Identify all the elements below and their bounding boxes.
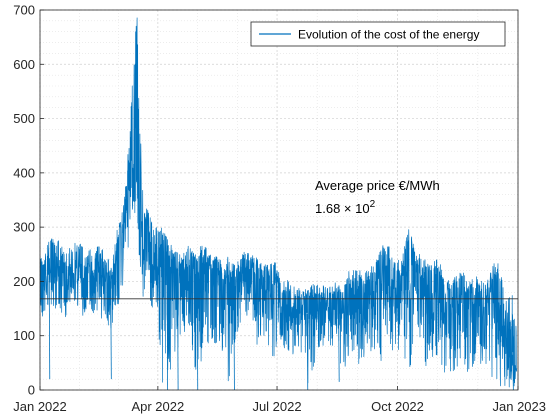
price-dip-mark bbox=[512, 354, 514, 390]
price-dip-mark bbox=[177, 278, 179, 390]
y-tick-label: 0 bbox=[28, 383, 35, 398]
x-tick-label: Jan 2022 bbox=[13, 399, 67, 414]
y-tick-label: 100 bbox=[13, 328, 35, 343]
x-tick-label: Jul 2022 bbox=[252, 399, 301, 414]
price-dip-mark bbox=[233, 281, 235, 390]
y-tick-label: 400 bbox=[13, 165, 35, 180]
y-tick-label: 500 bbox=[13, 111, 35, 126]
y-tick-label: 700 bbox=[13, 3, 35, 18]
y-tick-label: 600 bbox=[13, 57, 35, 72]
average-price-annotation: Average price €/MWh 1.68 × 102 bbox=[315, 178, 440, 216]
y-tick-label: 300 bbox=[13, 220, 35, 235]
average-price-value: 1.68 × 102 bbox=[315, 199, 376, 216]
average-price-exponent: 2 bbox=[370, 199, 376, 210]
legend-box bbox=[250, 21, 506, 47]
series-layer bbox=[40, 17, 518, 390]
tick-layer: 0 100 200 300 400 500 600 700 Jan 2022 Apr 2022 Ju… bbox=[13, 3, 546, 415]
legend-series-label: Evolution of the cost of the energy bbox=[298, 28, 479, 42]
series-line-energy-cost bbox=[40, 17, 518, 388]
price-dip-mark bbox=[306, 313, 309, 390]
y-tick-label: 200 bbox=[13, 274, 35, 289]
price-dip-mark bbox=[48, 273, 51, 380]
x-tick-label: Apr 2022 bbox=[131, 399, 184, 414]
price-dip-mark bbox=[166, 267, 169, 390]
price-dip-mark bbox=[338, 308, 340, 382]
legend: Evolution of the cost of the energy bbox=[250, 21, 506, 47]
average-price-mantissa: 1.68 × 10 bbox=[315, 201, 370, 216]
price-dip-mark bbox=[196, 278, 199, 390]
average-price-label: Average price €/MWh bbox=[315, 178, 440, 193]
x-tick-label: Jan 2023 bbox=[493, 399, 547, 414]
price-dip-mark bbox=[110, 281, 112, 380]
axes-box bbox=[39, 9, 519, 391]
x-tick-label: Oct 2022 bbox=[371, 399, 424, 414]
